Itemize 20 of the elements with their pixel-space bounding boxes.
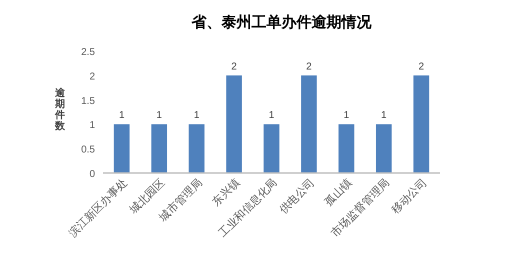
y-tick-label: 2.5 (81, 47, 96, 58)
data-label: 1 (268, 110, 275, 122)
data-label: 2 (418, 61, 424, 72)
data-label: 1 (344, 110, 350, 122)
x-tick-label: 孤山镇 (322, 176, 355, 208)
data-label: 1 (118, 110, 125, 122)
y-tick-label: 2 (89, 71, 96, 82)
data-label: 1 (381, 110, 388, 122)
y-tick-label: 1 (89, 120, 96, 132)
chart-title: 省、泰州工单办件逾期情况 (190, 14, 372, 31)
data-label: 1 (194, 110, 200, 122)
y-axis-title: 逾期件数 (54, 87, 66, 132)
data-label: 1 (156, 110, 162, 122)
data-label: 2 (306, 61, 312, 72)
y-tick-label: 1.5 (81, 96, 96, 107)
y-tick-label: 0.5 (81, 144, 96, 156)
data-label: 2 (231, 61, 238, 72)
x-tick-label: 供电公司 (276, 176, 318, 216)
x-tick-label: 移动公司 (390, 176, 430, 216)
x-tick-label: 东兴镇 (210, 176, 242, 208)
